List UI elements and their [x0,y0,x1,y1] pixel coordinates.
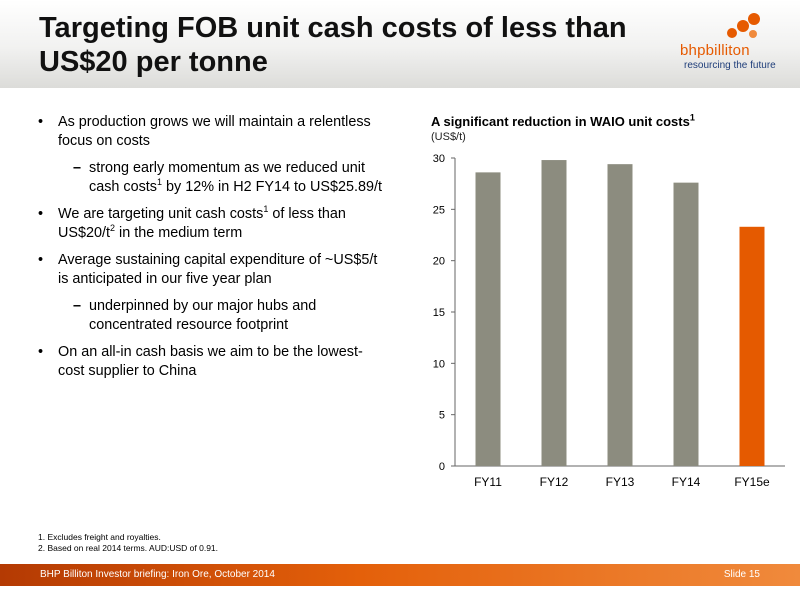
bullet-text: by 12% in H2 FY14 to US$25.89/t [162,179,382,195]
footnote-2: 2. Based on real 2014 terms. AUD:USD of … [38,543,219,553]
bullet-text: We are targeting unit cash costs [58,206,264,222]
slide-number: Slide 15 [723,569,760,580]
bar-chart: 0 5 10 15 20 25 30 FY11 FY12 FY13 FY14 FY15e [433,153,785,489]
slide-footer: BHP Billiton Investor briefing: Iron Ore… [0,564,800,586]
footnote-ref: 1 [156,177,162,188]
bar-fy15e [739,226,765,466]
x-tick-label: FY15e [734,475,770,489]
slide-header: Targeting FOB unit cash costs of less th… [0,0,800,88]
footnotes: 1. Excludes freight and royalties. 2. Ba… [38,532,218,554]
footnote-1: 1. Excludes freight and royalties. [38,532,161,542]
bar-fy11 [475,172,501,466]
bullet-text: Average sustaining capital expenditure o… [58,252,378,287]
y-tick-label: 25 [433,204,445,216]
company-logo: bhpbilliton resourcing the future [680,12,788,76]
x-tick-label: FY14 [672,475,701,489]
chart-title-text: A significant reduction in WAIO unit cos… [431,114,690,129]
x-tick-label: FY12 [540,475,569,489]
sub-bullet-item: – underpinned by our major hubs and conc… [38,297,388,335]
bullet-item: • As production grows we will maintain a… [38,113,388,151]
y-tick-label: 20 [433,256,445,268]
logo-tagline: resourcing the future [684,60,776,71]
footnote-ref: 1 [263,204,269,215]
y-tick-label: 10 [433,358,445,370]
x-tick-label: FY11 [474,475,502,489]
slide-title: Targeting FOB unit cash costs of less th… [39,11,659,79]
footnote-ref: 2 [110,223,116,234]
y-tick-label: 15 [433,307,445,319]
chart-y-label: (US$/t) [431,131,466,143]
bullet-text: As production grows we will maintain a r… [58,114,371,149]
footnote-ref: 1 [689,112,695,123]
bullet-list: • As production grows we will maintain a… [38,113,388,389]
bullet-text: strong early momentum as we reduced unit… [89,160,365,195]
chart-title: A significant reduction in WAIO unit cos… [431,112,695,129]
x-tick-label: FY13 [606,475,635,489]
logo-dots-icon [727,13,760,38]
bullet-text: On an all-in cash basis we aim to be the… [58,344,363,379]
bullet-item: • We are targeting unit cash costs1 of l… [38,205,388,243]
bullet-marker: • [38,114,44,130]
title-line-1: Targeting FOB unit cash costs of less th… [39,12,627,44]
sub-bullet-marker: – [73,298,82,314]
bar-fy12 [541,160,567,466]
bullet-item: • On an all-in cash basis we aim to be t… [38,343,388,381]
bullet-marker: • [38,206,44,222]
y-tick-label: 30 [433,153,445,165]
y-tick-label: 5 [439,410,445,422]
bullet-marker: • [38,252,44,268]
bullet-text: in the medium term [115,225,243,241]
bullet-text: underpinned by our major hubs and concen… [89,298,317,333]
y-tick-label: 0 [439,461,445,473]
sub-bullet-item: – strong early momentum as we reduced un… [38,159,388,197]
bullet-item: • Average sustaining capital expenditure… [38,251,388,289]
bar-fy13 [607,164,633,466]
logo-wordmark: bhpbilliton [680,42,750,59]
title-line-2: US$20 per tonne [39,46,268,78]
footer-caption: BHP Billiton Investor briefing: Iron Ore… [40,569,275,580]
bullet-text: of less than US$20/t [58,206,346,241]
sub-bullet-marker: – [73,160,82,176]
bar-fy14 [673,182,699,466]
bullet-marker: • [38,344,44,360]
